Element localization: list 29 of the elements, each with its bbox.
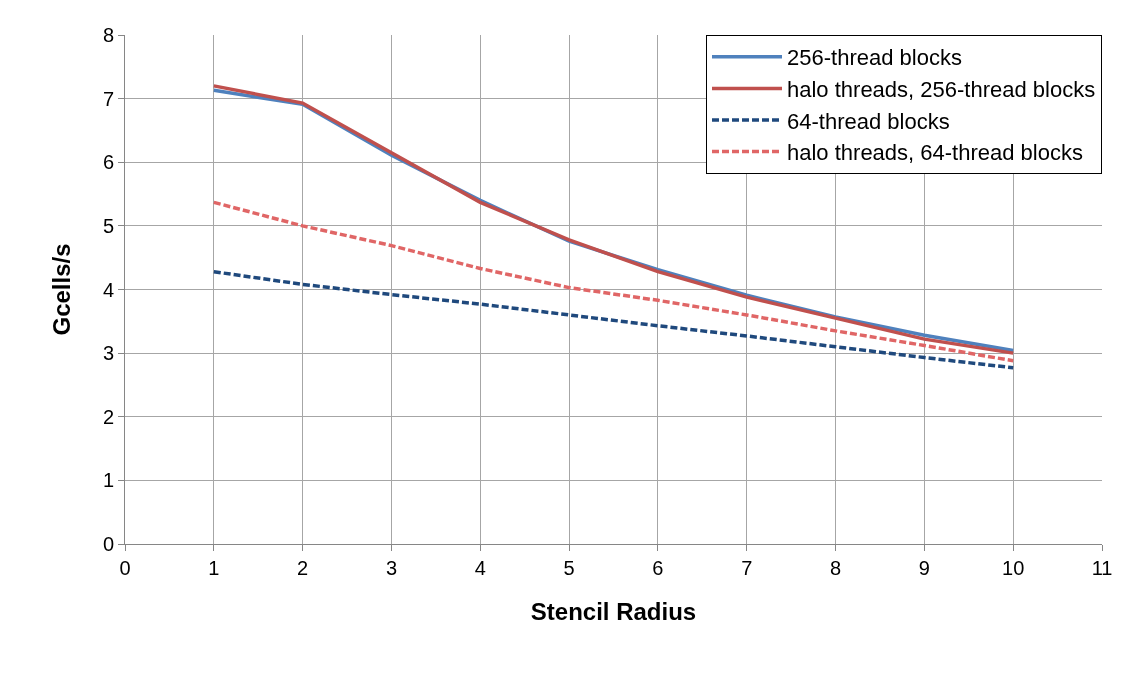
x-tick-label: 6: [652, 557, 664, 579]
x-tick-label: 2: [297, 557, 309, 579]
x-tick-label: 1: [208, 557, 220, 579]
y-tick-label: 5: [102, 214, 114, 237]
x-axis-title: Stencil Radius: [530, 598, 697, 626]
x-tick-label: 11: [1091, 557, 1113, 579]
x-tick-label: 8: [829, 557, 842, 579]
legend-label: halo threads, 64-thread blocks: [787, 140, 1083, 166]
line-series: [212, 200, 1015, 363]
y-tick-label: 7: [102, 87, 114, 110]
y-tick-label: 8: [102, 24, 114, 46]
x-tick-label: 9: [918, 557, 930, 579]
legend-label: halo threads, 256-thread blocks: [787, 76, 1096, 102]
line-series: [212, 269, 1015, 370]
x-tick-label: 10: [1002, 557, 1025, 579]
legend-label: 256-thread blocks: [787, 45, 962, 71]
x-tick-label: 5: [563, 557, 575, 579]
x-tick-label: 7: [741, 557, 753, 579]
x-tick-label: 3: [385, 557, 398, 579]
y-tick-label: 1: [102, 469, 114, 492]
y-tick-label: 6: [102, 151, 114, 174]
y-tick-label: 2: [102, 405, 114, 428]
x-tick-label: 0: [119, 557, 131, 579]
x-tick-label: 4: [474, 557, 486, 579]
y-tick-label: 3: [102, 342, 114, 365]
y-tick-label: 4: [102, 278, 114, 301]
legend-label: 64-thread blocks: [787, 108, 950, 134]
y-axis-title: Gcells/s: [47, 243, 75, 336]
y-tick-label: 0: [102, 533, 114, 555]
